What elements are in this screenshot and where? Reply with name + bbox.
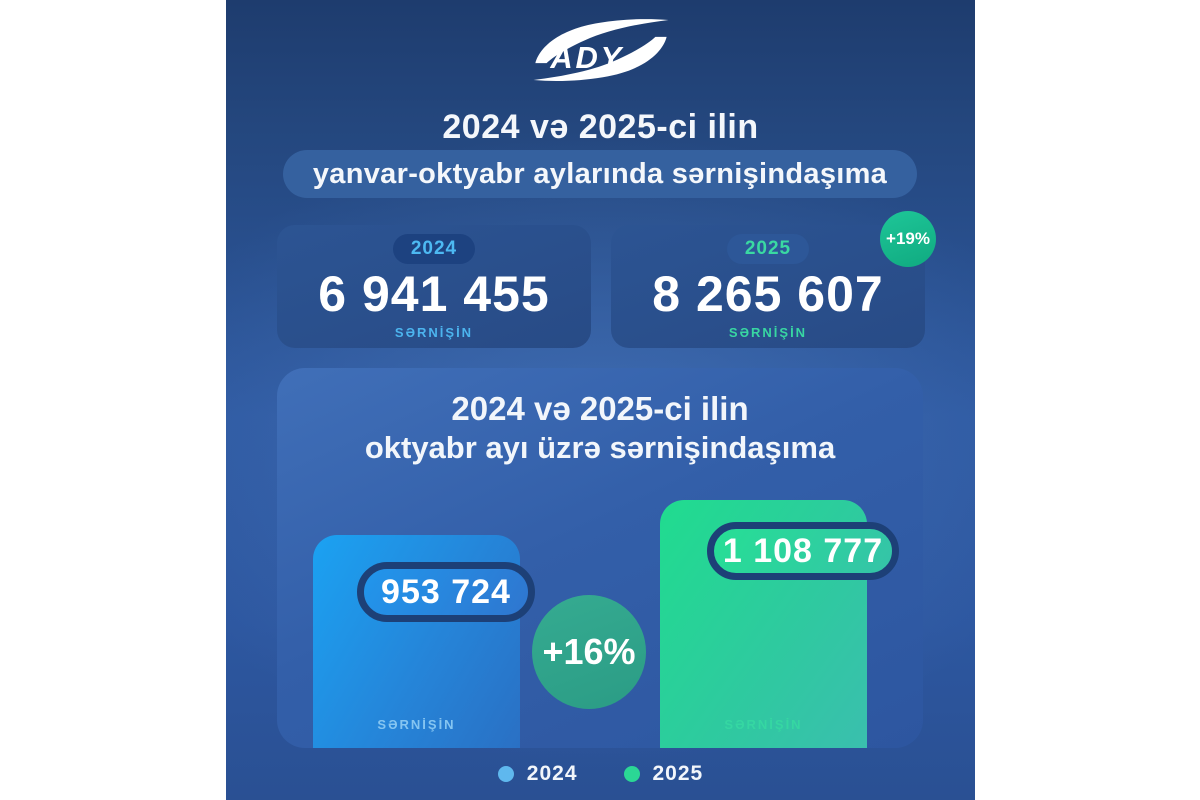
legend-item-2025: 2025	[623, 762, 704, 786]
ady-logo: ADY	[533, 19, 668, 81]
bar-value-pill-2024: 953 724	[357, 562, 535, 622]
legend-dot-2025-icon	[623, 766, 640, 782]
summary-card-2024: 2024 6 941 455 SƏRNİŞİN	[277, 225, 591, 348]
bar-unit-2025: SƏRNİŞİN	[724, 717, 803, 732]
delta-badge-16: +16%	[532, 595, 646, 709]
legend-dot-2024-icon	[497, 766, 514, 782]
summary-value-2025: 8 265 607	[652, 266, 884, 322]
bar-unit-2024: SƏRNİŞİN	[377, 717, 456, 732]
legend-label-2024: 2024	[526, 762, 578, 785]
legend: 2024 2025	[226, 762, 975, 786]
legend-label-2025: 2025	[652, 762, 704, 785]
summary-card-2025: 2025 8 265 607 SƏRNİŞİN	[611, 225, 925, 348]
summary-cards-row: 2024 6 941 455 SƏRNİŞİN 2025 8 265 607 S…	[277, 225, 925, 348]
bar-value-pill-2025: 1 108 777	[707, 522, 899, 580]
october-title-line1: 2024 və 2025-ci ilin	[451, 390, 749, 427]
logo-top-swoosh	[534, 19, 668, 64]
year-badge-2024: 2024	[392, 234, 476, 264]
october-title-line2: oktyabr ayı üzrə sərnişindaşıma	[364, 430, 836, 465]
main-title-line2-pill: yanvar-oktyabr aylarında sərnişindaşıma	[283, 150, 917, 198]
summary-unit-2025: SƏRNİŞİN	[728, 325, 808, 340]
delta-badge-19: +19%	[880, 211, 936, 267]
year-badge-2025: 2025	[726, 234, 810, 264]
infographic-canvas: ADY 2024 və 2025-ci ilin yanvar-oktyabr …	[226, 0, 975, 800]
summary-unit-2024: SƏRNİŞİN	[394, 325, 474, 340]
logo-text: ADY	[549, 40, 624, 75]
october-panel: 2024 və 2025-ci ilin oktyabr ayı üzrə sə…	[277, 368, 923, 748]
legend-item-2024: 2024	[497, 762, 578, 786]
main-title-line1: 2024 və 2025-ci ilin	[442, 108, 759, 146]
summary-value-2024: 6 941 455	[318, 266, 550, 322]
logo-bottom-swoosh	[533, 36, 667, 81]
